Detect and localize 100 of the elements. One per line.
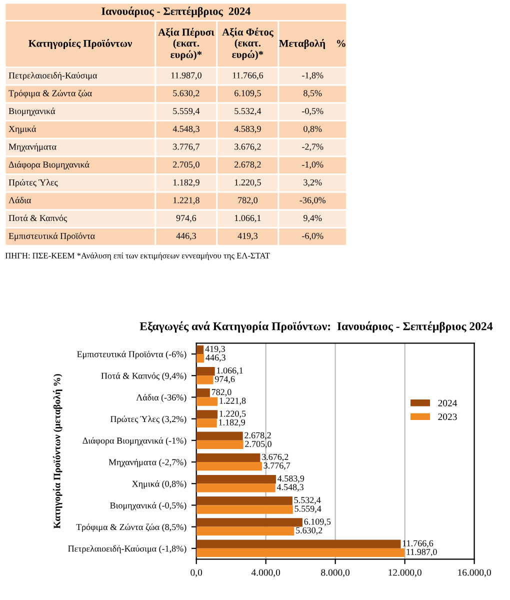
text: Μηχανήματα — [8, 143, 56, 152]
bar — [196, 540, 401, 548]
chart-title: Εξαγωγές ανά Κατηγορία Προϊόντων: Ιανουάριος - Σεπτέμβριος 2024 — [140, 321, 493, 333]
text: 974,6 — [176, 215, 196, 222]
data-label: 1.066,1 — [217, 367, 243, 375]
bar — [196, 505, 293, 514]
y-axis-title: Κατηγορία Προϊόντων (μεταβολή %) — [52, 374, 62, 529]
text: Πετρελαιοειδή-Καύσιμα — [8, 72, 98, 80]
text: -1,8% — [302, 72, 324, 80]
text: Διάφορα Βιομηχανικά — [8, 161, 90, 170]
data-label: 2.705,0 — [245, 440, 272, 448]
text: 5.559,4 — [173, 108, 200, 116]
text: 1.182,9 — [173, 179, 200, 187]
data-label: 782,0 — [212, 389, 232, 396]
text: 5.630,2 — [173, 90, 200, 98]
text: 2.678,2 — [234, 161, 261, 169]
bar — [196, 474, 276, 484]
bar — [196, 345, 204, 354]
y-tick-label: Ποτά & Καπνός (9,4%) — [101, 372, 186, 381]
legend-label: 2024 — [438, 400, 458, 406]
text: 1.220,5 — [234, 179, 261, 187]
y-tick-label: Βιομηχανικά (-0,5%) — [110, 502, 186, 510]
bar — [196, 410, 218, 419]
bar — [196, 518, 302, 527]
text: -1,0% — [302, 161, 324, 169]
text: Χημικά — [8, 126, 36, 134]
data-label: 4.548,3 — [276, 484, 304, 492]
text: 6.109,5 — [234, 90, 261, 98]
text: -2,7% — [302, 144, 324, 152]
bar — [196, 462, 262, 471]
y-tick-label: Τρόφιμα & Ζώντα ζώα (8,5%) — [76, 524, 186, 532]
data-label: 4.583,9 — [278, 475, 304, 483]
text: -36,0% — [300, 197, 326, 205]
text: 4.548,3 — [172, 126, 200, 134]
y-tick-label: Μηχανήματα (-2,7%) — [108, 458, 186, 468]
bar — [196, 484, 276, 492]
text: 4.583,9 — [234, 126, 261, 134]
text: Πρώτες Ύλες — [8, 179, 58, 188]
text: Ιανουάριος - Σεπτέμβριος 2024 — [102, 6, 250, 18]
text: Αξία Πέρυσι (εκατ. ευρώ)* — [158, 28, 214, 60]
text: Εμπιστευτικά Προϊόντα — [8, 232, 95, 241]
text: 0,8% — [304, 126, 322, 134]
x-tick-label: 0,0 — [190, 569, 202, 578]
text: 419,3 — [238, 232, 258, 240]
data-label: 1.221,8 — [220, 398, 246, 406]
text: 11.987,0 — [171, 72, 202, 80]
data-label: 974,6 — [214, 376, 235, 384]
legend-label: 2023 — [438, 414, 457, 420]
x-tick-label: 12.000,0 — [388, 569, 422, 578]
data-label: 1.220,5 — [220, 410, 246, 418]
text: -6,0% — [302, 232, 324, 240]
text: Λάδια — [8, 196, 31, 204]
bar — [196, 453, 260, 462]
text: 5.532,4 — [234, 108, 262, 116]
x-tick-label: 16.000,0 — [458, 569, 491, 578]
data-label: 3.676,2 — [262, 454, 288, 462]
text: Αξία Φέτος (εκατ. ευρώ)* — [222, 28, 274, 60]
data-label: 3.776,7 — [264, 462, 290, 470]
data-label: 5.630,2 — [296, 527, 322, 535]
text: Μεταβολή % — [279, 39, 346, 50]
y-tick-label: Διάφορα Βιομηχανικά (-1%) — [82, 437, 186, 446]
bar — [196, 496, 292, 506]
y-tick-label: Χημικά (0,8%) — [132, 480, 186, 489]
text: ΠΗΓΗ: ΠΣΕ-ΚΕΕΜ *Ανάλυση επί των εκτιμήσεων εννεαμήνου της ΕΛ-ΣΤΑΤ — [5, 252, 270, 260]
y-tick-label: Πετρελαιοειδή-Καύσιμα (-1,8%) — [68, 545, 186, 554]
data-label: 5.532,4 — [294, 497, 321, 504]
text: 3.776,7 — [173, 144, 200, 152]
bar — [196, 388, 210, 398]
y-tick-label: Λάδια (-36%) — [136, 394, 186, 402]
data-label: 6.109,5 — [304, 518, 331, 526]
bar — [196, 432, 243, 440]
bar — [196, 376, 214, 384]
bar — [196, 548, 405, 558]
text: Ποτά & Καπνός — [8, 214, 67, 223]
y-tick-label: Πρώτες Ύλες (3,2%) — [110, 416, 186, 424]
bar — [196, 366, 215, 376]
bar — [196, 397, 218, 406]
bar — [196, 526, 294, 536]
data-label: 11.766,6 — [402, 540, 434, 548]
x-tick-label: 4.000,0 — [251, 569, 280, 578]
bar — [196, 418, 217, 428]
data-label: 2.678,2 — [244, 432, 271, 440]
text: Τρόφιμα & Ζώντα ζώα — [8, 90, 92, 98]
text: 3,2% — [304, 179, 322, 187]
text: Βιομηχανικά — [8, 108, 56, 116]
text: 782,0 — [238, 197, 258, 205]
text: Κατηγορίες Προϊόντων — [28, 39, 132, 50]
y-tick-label: Εμπιστευτικά Προϊόντα (-6%) — [77, 350, 186, 360]
data-label: 419,3 — [205, 346, 225, 354]
data-label: 1.182,9 — [219, 419, 245, 427]
text: -0,5% — [302, 108, 324, 116]
text: 8,5% — [304, 90, 322, 98]
text: 446,3 — [176, 232, 196, 240]
bar — [196, 440, 244, 450]
text: 1.221,8 — [173, 197, 200, 205]
text: 1.066,1 — [234, 215, 261, 222]
text: 9,4% — [304, 215, 322, 222]
x-tick-label: 8.000,0 — [321, 569, 350, 578]
bar — [196, 354, 204, 363]
text: 11.766,6 — [232, 72, 264, 80]
